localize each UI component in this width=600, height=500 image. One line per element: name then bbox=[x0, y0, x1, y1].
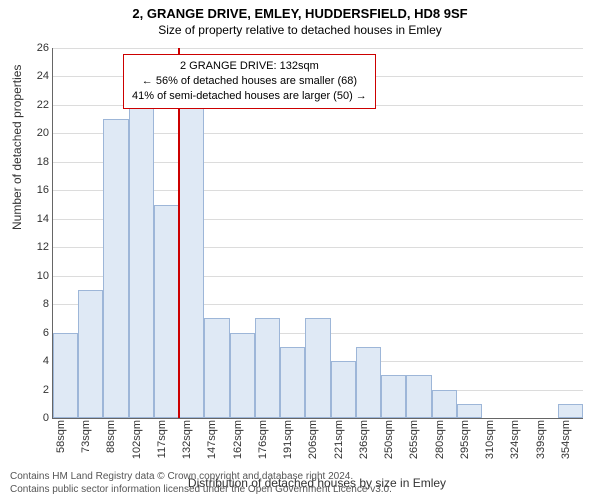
x-tick-label: 295sqm bbox=[459, 420, 471, 459]
y-tick-label: 4 bbox=[19, 355, 49, 367]
x-tick-label: 88sqm bbox=[105, 420, 117, 453]
footer-attribution: Contains HM Land Registry data © Crown c… bbox=[10, 471, 392, 496]
histogram-bar bbox=[432, 390, 457, 418]
y-tick-label: 0 bbox=[19, 412, 49, 424]
histogram-bar bbox=[280, 347, 305, 418]
x-tick-label: 147sqm bbox=[206, 420, 218, 459]
x-tick-label: 132sqm bbox=[181, 420, 193, 459]
histogram-bar bbox=[103, 119, 128, 418]
x-tick-label: 310sqm bbox=[484, 420, 496, 459]
histogram-bar bbox=[457, 404, 482, 418]
histogram-bar bbox=[331, 361, 356, 418]
x-tick-label: 324sqm bbox=[509, 420, 521, 459]
histogram-bar bbox=[204, 318, 229, 418]
histogram-bar bbox=[179, 105, 204, 418]
x-tick-label: 58sqm bbox=[55, 420, 67, 453]
histogram-bar bbox=[558, 404, 583, 418]
x-tick-label: 117sqm bbox=[156, 420, 168, 458]
histogram-bar bbox=[406, 375, 431, 418]
x-tick-label: 206sqm bbox=[307, 420, 319, 459]
x-tick-label: 102sqm bbox=[131, 420, 143, 459]
y-tick-label: 16 bbox=[19, 184, 49, 196]
x-tick-label: 280sqm bbox=[434, 420, 446, 459]
plot-area: 0246810121416182022242658sqm73sqm88sqm10… bbox=[52, 48, 583, 419]
x-tick-label: 73sqm bbox=[80, 420, 92, 453]
y-tick-label: 18 bbox=[19, 156, 49, 168]
x-tick-label: 191sqm bbox=[282, 420, 294, 459]
chart-area: 0246810121416182022242658sqm73sqm88sqm10… bbox=[52, 48, 582, 418]
x-tick-label: 265sqm bbox=[408, 420, 420, 459]
y-tick-label: 14 bbox=[19, 213, 49, 225]
page-subtitle: Size of property relative to detached ho… bbox=[0, 21, 600, 37]
x-tick-label: 176sqm bbox=[257, 420, 269, 459]
histogram-bar bbox=[356, 347, 381, 418]
page-title: 2, GRANGE DRIVE, EMLEY, HUDDERSFIELD, HD… bbox=[0, 0, 600, 21]
gridline bbox=[53, 48, 583, 49]
y-tick-label: 26 bbox=[19, 42, 49, 54]
y-tick-label: 10 bbox=[19, 270, 49, 282]
x-tick-label: 339sqm bbox=[535, 420, 547, 459]
histogram-bar bbox=[78, 290, 103, 418]
x-tick-label: 354sqm bbox=[560, 420, 572, 459]
callout-box: 2 GRANGE DRIVE: 132sqm← 56% of detached … bbox=[123, 54, 376, 109]
callout-line-3: 41% of semi-detached houses are larger (… bbox=[132, 89, 367, 104]
histogram-bar bbox=[230, 333, 255, 418]
y-tick-label: 22 bbox=[19, 99, 49, 111]
footer-line-2: Contains public sector information licen… bbox=[10, 484, 392, 497]
histogram-bar bbox=[129, 105, 154, 418]
y-tick-label: 12 bbox=[19, 241, 49, 253]
histogram-bar bbox=[53, 333, 78, 418]
y-tick-label: 6 bbox=[19, 327, 49, 339]
chart-container: 2, GRANGE DRIVE, EMLEY, HUDDERSFIELD, HD… bbox=[0, 0, 600, 500]
y-tick-label: 20 bbox=[19, 127, 49, 139]
callout-line-1: 2 GRANGE DRIVE: 132sqm bbox=[132, 59, 367, 74]
y-tick-label: 24 bbox=[19, 70, 49, 82]
y-axis-title: Number of detached properties bbox=[10, 65, 24, 230]
histogram-bar bbox=[381, 375, 406, 418]
histogram-bar bbox=[305, 318, 330, 418]
x-tick-label: 236sqm bbox=[358, 420, 370, 459]
x-tick-label: 221sqm bbox=[333, 420, 345, 459]
histogram-bar bbox=[255, 318, 280, 418]
footer-line-1: Contains HM Land Registry data © Crown c… bbox=[10, 471, 392, 484]
callout-line-2: ← 56% of detached houses are smaller (68… bbox=[132, 74, 367, 89]
x-tick-label: 162sqm bbox=[232, 420, 244, 459]
y-tick-label: 8 bbox=[19, 298, 49, 310]
x-tick-label: 250sqm bbox=[383, 420, 395, 459]
y-tick-label: 2 bbox=[19, 384, 49, 396]
histogram-bar bbox=[154, 205, 179, 418]
